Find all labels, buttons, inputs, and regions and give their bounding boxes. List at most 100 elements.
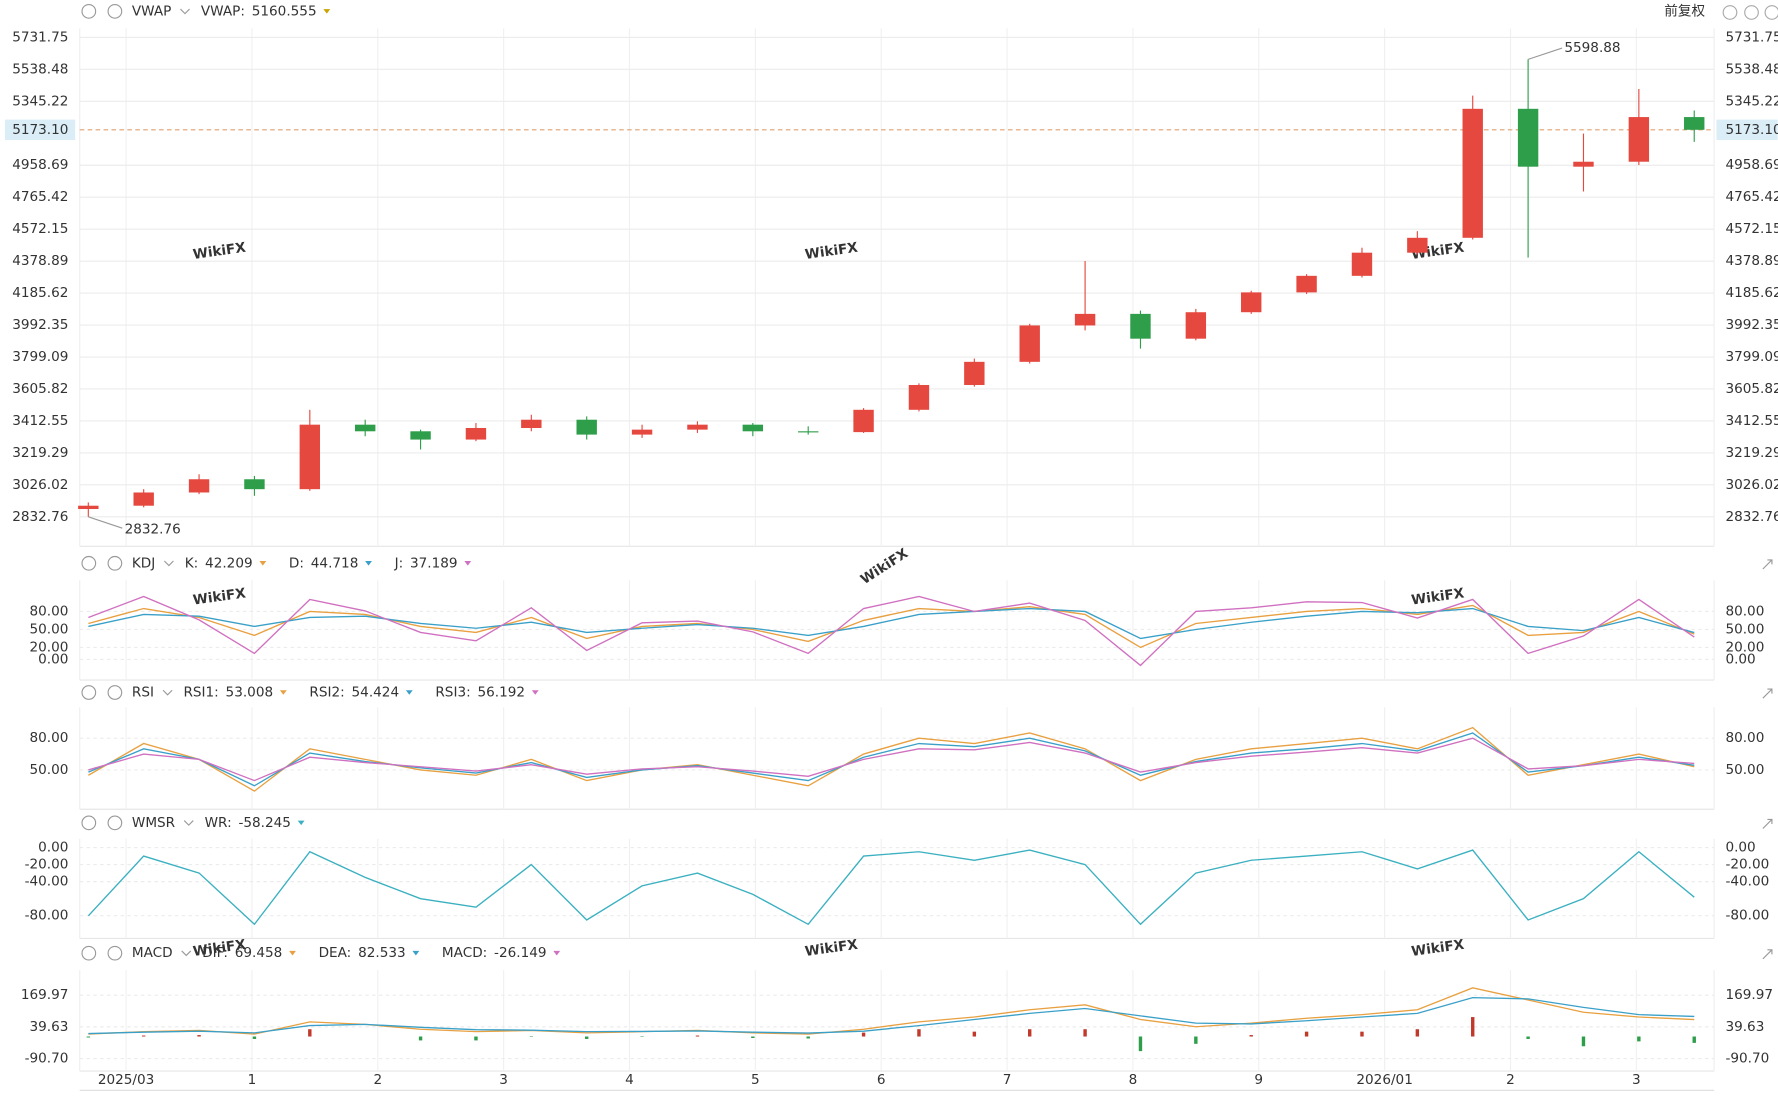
candle-body bbox=[299, 424, 321, 490]
candle-body bbox=[798, 431, 819, 433]
expand-icon[interactable] bbox=[1762, 688, 1773, 699]
y-tick-label: -20.00 bbox=[25, 857, 69, 873]
close-icon[interactable] bbox=[107, 685, 123, 700]
y-tick-label: 0.00 bbox=[38, 651, 68, 667]
min-label: 2832.76 bbox=[125, 521, 181, 537]
legend-arrow[interactable] bbox=[464, 561, 472, 566]
x-tick-label: 2026/01 bbox=[1356, 1072, 1412, 1088]
legend-arrow[interactable] bbox=[412, 950, 420, 956]
legend-arrow[interactable] bbox=[365, 561, 372, 566]
y-tick-label-right: -80.00 bbox=[1725, 908, 1769, 924]
y-tick-label: 4572.15 bbox=[12, 221, 68, 237]
y-tick-label-right: 50.00 bbox=[1725, 621, 1764, 637]
legend-label: RSI3: bbox=[435, 685, 470, 701]
y-tick-label: -80.00 bbox=[25, 908, 69, 924]
adjust-label[interactable]: 前复权 bbox=[1664, 2, 1705, 19]
legend-arrow[interactable] bbox=[279, 690, 287, 695]
y-tick-label: 5538.48 bbox=[12, 61, 68, 77]
histogram-bar bbox=[861, 1032, 866, 1037]
x-tick-label: 1 bbox=[248, 1072, 257, 1088]
undo-icon[interactable] bbox=[1722, 5, 1738, 20]
legend-label: D: bbox=[289, 555, 304, 571]
legend-arrow[interactable] bbox=[259, 561, 267, 566]
zoom-in-icon[interactable] bbox=[1764, 5, 1778, 20]
close-icon[interactable] bbox=[107, 945, 123, 961]
dropdown-icon[interactable] bbox=[162, 689, 173, 696]
legend-value: -58.245 bbox=[238, 815, 290, 831]
legend-label: J: bbox=[394, 555, 404, 571]
last-price-label-right: 5173.10 bbox=[1725, 122, 1778, 138]
legend-arrow[interactable] bbox=[297, 820, 305, 826]
y-tick-label: 4185.62 bbox=[12, 285, 68, 301]
y-tick-label: 80.00 bbox=[29, 730, 68, 746]
expand-icon[interactable] bbox=[1762, 559, 1773, 570]
series-line bbox=[88, 726, 1695, 792]
max-label: 5598.88 bbox=[1564, 40, 1620, 56]
x-tick-label: 6 bbox=[877, 1072, 886, 1088]
y-tick-label: 3219.29 bbox=[12, 445, 68, 461]
legend-arrow[interactable] bbox=[531, 690, 539, 695]
dropdown-icon[interactable] bbox=[181, 950, 192, 957]
y-tick-label: -40.00 bbox=[25, 874, 69, 890]
y-tick-label-right: 3412.55 bbox=[1725, 413, 1778, 429]
y-tick-label: 3799.09 bbox=[12, 349, 68, 365]
x-tick-label: 9 bbox=[1254, 1072, 1263, 1088]
x-tick-label: 3 bbox=[1632, 1072, 1641, 1088]
candle-body bbox=[1185, 312, 1207, 339]
y-tick-label-right: 5731.75 bbox=[1725, 29, 1778, 45]
histogram-bar bbox=[1581, 1036, 1586, 1047]
histogram-bar bbox=[1138, 1036, 1143, 1052]
zoom-out-icon[interactable] bbox=[1744, 5, 1759, 20]
x-tick-label: 4 bbox=[625, 1072, 634, 1088]
y-tick-label-right: -40.00 bbox=[1725, 874, 1769, 890]
close-icon[interactable] bbox=[107, 555, 123, 571]
legend-label: WR: bbox=[205, 815, 232, 831]
candle-body bbox=[1296, 275, 1317, 293]
legend-label: VWAP: bbox=[201, 3, 245, 19]
x-tick-label: 2 bbox=[1506, 1072, 1515, 1088]
histogram-bar bbox=[1637, 1036, 1641, 1042]
close-icon[interactable] bbox=[107, 815, 123, 831]
y-tick-label-right: 5538.48 bbox=[1725, 61, 1778, 77]
settings-icon[interactable] bbox=[81, 815, 97, 831]
y-tick-label-right: -90.70 bbox=[1725, 1051, 1769, 1067]
series-line bbox=[88, 732, 1695, 787]
y-tick-label: 3605.82 bbox=[12, 381, 68, 397]
dropdown-icon[interactable] bbox=[180, 8, 190, 15]
candle-body bbox=[1074, 313, 1096, 326]
expand-icon[interactable] bbox=[1762, 949, 1773, 960]
watermark: WikiFX bbox=[804, 937, 859, 960]
dropdown-icon[interactable] bbox=[163, 560, 174, 567]
histogram-bar bbox=[1471, 1017, 1475, 1037]
dropdown-icon[interactable] bbox=[183, 820, 194, 826]
legend-arrow[interactable] bbox=[289, 950, 296, 956]
candle-body bbox=[188, 479, 210, 493]
candle-body bbox=[1517, 108, 1539, 167]
legend-label: DEA: bbox=[319, 945, 352, 961]
watermark: WikiFX bbox=[192, 937, 247, 960]
legend-arrow[interactable] bbox=[323, 9, 331, 14]
candle-body bbox=[1684, 117, 1705, 130]
close-icon[interactable] bbox=[107, 3, 123, 19]
pane-title: RSI bbox=[132, 685, 154, 701]
legend-value: 37.189 bbox=[410, 555, 458, 571]
settings-icon[interactable] bbox=[81, 685, 97, 700]
pane-title: KDJ bbox=[132, 555, 155, 571]
histogram-bar bbox=[197, 1035, 201, 1037]
last-price-label: 5173.10 bbox=[12, 122, 68, 138]
settings-icon[interactable] bbox=[81, 3, 97, 19]
candle-body bbox=[742, 424, 764, 432]
expand-icon[interactable] bbox=[1762, 818, 1773, 829]
legend-arrow[interactable] bbox=[405, 690, 413, 695]
histogram-bar bbox=[1249, 1035, 1253, 1037]
watermark: WikiFX bbox=[1410, 585, 1465, 608]
candle-body bbox=[410, 431, 431, 440]
candle-body bbox=[964, 361, 985, 385]
pane-title: VWAP bbox=[132, 3, 172, 19]
settings-icon[interactable] bbox=[81, 945, 97, 961]
histogram-bar bbox=[695, 1035, 700, 1037]
settings-icon[interactable] bbox=[81, 555, 97, 571]
legend-arrow[interactable] bbox=[553, 950, 561, 956]
y-tick-label-right: -20.00 bbox=[1725, 857, 1769, 873]
